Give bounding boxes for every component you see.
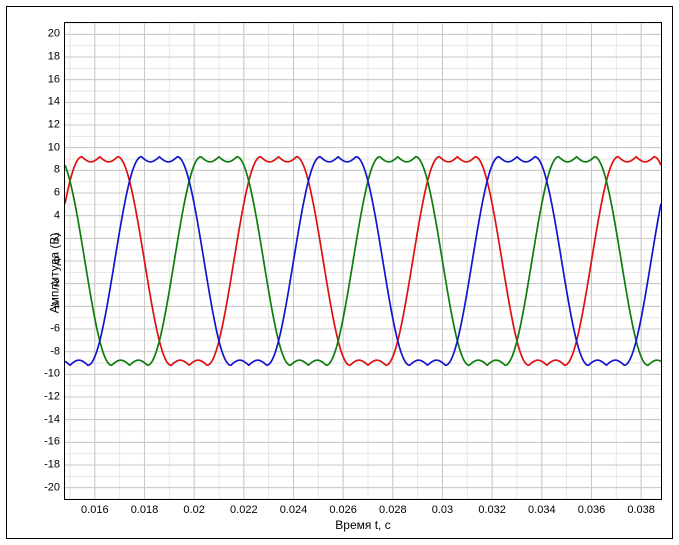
y-tick-label: -8 [34, 346, 60, 357]
y-tick-label: -12 [34, 392, 60, 403]
x-tick-label: 0.02 [183, 504, 204, 516]
x-tick-label: 0.038 [627, 504, 655, 516]
y-tick-label: -16 [34, 437, 60, 448]
y-tick-label: 12 [34, 120, 60, 131]
y-tick-label: 4 [34, 210, 60, 221]
x-axis-label: Время t, с [64, 518, 662, 532]
x-tick-label: 0.016 [81, 504, 109, 516]
x-tick-label: 0.028 [379, 504, 407, 516]
y-tick-label: -6 [34, 324, 60, 335]
y-tick-label: 10 [34, 142, 60, 153]
y-tick-label: 0 [34, 256, 60, 267]
y-tick-label: 20 [34, 29, 60, 40]
x-tick-label: 0.03 [432, 504, 453, 516]
y-tick-label: 18 [34, 52, 60, 63]
x-tick-label: 0.024 [280, 504, 308, 516]
y-tick-label: 6 [34, 188, 60, 199]
plot-area [64, 22, 662, 500]
x-tick-label: 0.034 [528, 504, 556, 516]
plot-svg [65, 23, 661, 499]
x-tick-label: 0.036 [578, 504, 606, 516]
y-tick-label: 16 [34, 74, 60, 85]
y-tick-label: 2 [34, 233, 60, 244]
x-tick-label: 0.026 [329, 504, 357, 516]
y-tick-label: -14 [34, 414, 60, 425]
x-tick-label: 0.032 [478, 504, 506, 516]
y-tick-label: -20 [34, 482, 60, 493]
y-tick-label: -4 [34, 301, 60, 312]
y-tick-label: -2 [34, 278, 60, 289]
y-tick-label: -10 [34, 369, 60, 380]
y-tick-label: 14 [34, 97, 60, 108]
x-tick-label: 0.022 [230, 504, 258, 516]
y-tick-label: -18 [34, 460, 60, 471]
x-tick-label: 0.018 [131, 504, 159, 516]
y-tick-label: 8 [34, 165, 60, 176]
chart-frame: Амплитуда (В) -20-18-16-14-12-10-8-6-4-2… [0, 0, 679, 545]
